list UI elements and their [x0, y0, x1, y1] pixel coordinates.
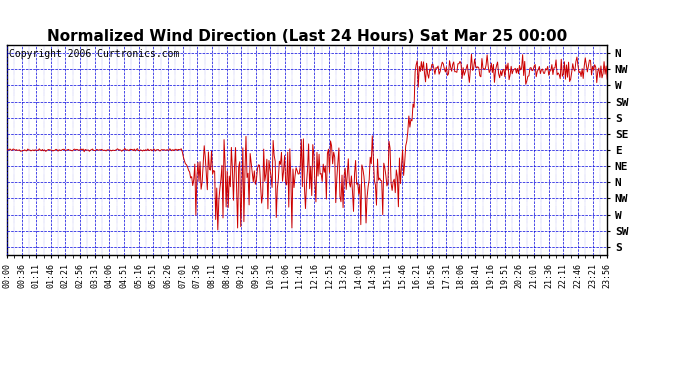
Text: Copyright 2006 Curtronics.com: Copyright 2006 Curtronics.com — [9, 49, 179, 59]
Title: Normalized Wind Direction (Last 24 Hours) Sat Mar 25 00:00: Normalized Wind Direction (Last 24 Hours… — [47, 29, 567, 44]
